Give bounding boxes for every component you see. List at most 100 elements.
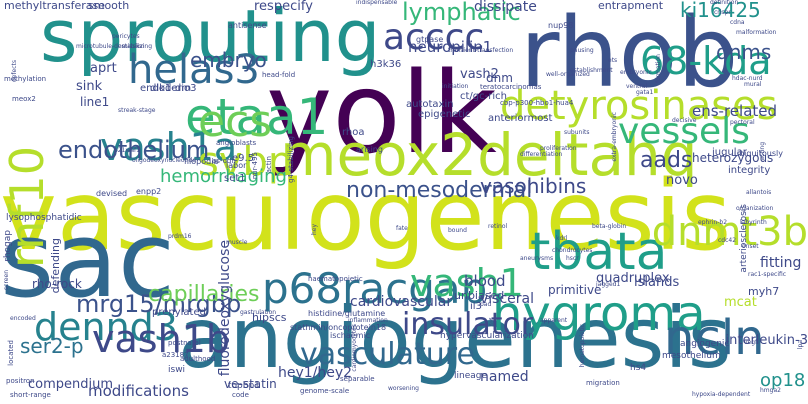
word-ens-related: ens-related: [692, 102, 778, 120]
word-hypervascularization: hypervascularization: [440, 331, 534, 341]
word-meox2deltahq: meox2deltahq: [280, 121, 698, 189]
word-indispensable: indispensable: [356, 0, 398, 6]
word-initiation: initiation: [442, 83, 469, 90]
word-anteriormost: anteriormost: [488, 113, 553, 124]
word-yolk: yolk: [266, 49, 497, 179]
word-e9-5: e9.5: [232, 153, 255, 164]
word-cardiovascular: cardiovascular: [350, 294, 453, 310]
word-microtubule-destabilizing: microtubule-destabilizing: [76, 43, 152, 50]
word-oligodeoxynucleotide: oligodeoxynucleotide: [132, 157, 197, 164]
word-lpa: lpa: [797, 340, 804, 350]
word-retinol: retinol: [488, 223, 508, 230]
word-jagged1: jagged1: [596, 281, 621, 288]
word-ki16425: ki16425: [680, 0, 761, 22]
word-heterozygous: heterozygous: [692, 151, 774, 165]
word-hey: hey: [311, 224, 318, 236]
word-genome-scale: genome-scale: [300, 387, 350, 395]
word-compendium: compendium: [28, 377, 114, 392]
word-jugular: jugular: [712, 147, 747, 158]
word-vash1b: vash1b: [92, 317, 230, 361]
word-visceral: visceral: [480, 291, 535, 307]
word-establishment: establishment: [570, 67, 613, 74]
word-neuropilin1: neuropilin1: [408, 38, 493, 56]
word-kdrl: kdrl: [556, 235, 568, 242]
word-vash1: vash1: [410, 261, 524, 305]
word-aneurysms: aneurysms: [520, 255, 554, 262]
word-devised: devised: [96, 189, 128, 198]
word-g4-stabilizing: g4-stabilizing: [287, 136, 295, 183]
word-ser2-p: ser2-p: [20, 334, 84, 358]
word-apparent: apparent: [540, 317, 568, 324]
word-tbata: tbata: [530, 222, 668, 282]
word-epigenetic: epigenetic: [418, 109, 471, 120]
word-vash1a: vash1a: [100, 125, 238, 169]
word-p68racgap: p68racgap: [262, 264, 488, 313]
word-teratocarcinomas: teratocarcinomas: [480, 83, 542, 91]
word-lineage: lineage: [454, 371, 488, 381]
word-angiogenesis: angiogenesis: [178, 289, 732, 387]
word-set1: set1: [224, 173, 246, 184]
word-vasculature: vasculature: [300, 337, 475, 372]
word-organization: organization: [736, 205, 774, 212]
word-embryonic: embryonic: [620, 69, 652, 76]
word-crispr: crispr: [714, 9, 731, 16]
word-allantois: allantois: [746, 189, 772, 196]
word-meox2: meox2: [12, 95, 36, 103]
word-islands: islands: [634, 275, 680, 290]
word-detyrosinases: detyrosinases: [500, 83, 778, 129]
word-pad: pad: [480, 301, 492, 308]
word-rho-rock: rho-rock: [32, 277, 82, 291]
word-novo: novo: [666, 173, 698, 188]
word-methyltransferase: methyltransferase: [4, 0, 106, 12]
word-well-organized: well-organized: [546, 71, 590, 78]
word-labyrinth: labyrinth: [740, 219, 767, 226]
word-embryo: embryo: [190, 48, 267, 72]
word-mesothelium: mesothelium: [662, 351, 721, 361]
word-ischaemic: ischaemic: [330, 331, 371, 340]
word-modifications: modifications: [88, 382, 189, 400]
word-hdac-nurd: hdac-nurd: [732, 75, 763, 82]
word-chondrocytes: chondrocytes: [552, 247, 593, 254]
word-hematopoietic: hematopoietic: [579, 324, 586, 368]
word-haematopoietic: haematopoietic: [308, 275, 363, 283]
word-endothelium: endothelium: [58, 136, 210, 164]
word-hscr: hscr: [566, 255, 579, 262]
word-helas3: helas3: [128, 47, 260, 93]
word-short-range: short-range: [10, 391, 51, 399]
word-68-kda: 68-kda: [640, 39, 772, 83]
word-located: located: [7, 340, 15, 366]
word-ecs: ecs: [198, 96, 273, 147]
word-pericytes: pericytes: [112, 33, 140, 40]
word-labor: labor: [226, 161, 247, 170]
word-smooth: smooth: [88, 0, 130, 12]
word-separable: separable: [340, 375, 375, 383]
word-ct-gc-rich: ct/gc-rich: [460, 91, 507, 102]
word-adulthood: adulthood: [180, 355, 216, 363]
word-p21waf1: p21waf1: [114, 147, 140, 154]
word-angiogenic: angiogenic: [680, 339, 730, 349]
word-ephrin-b2: ephrin-b2: [698, 219, 728, 226]
word-differentiation: differentiation: [520, 151, 563, 158]
word-nup98: nup98: [548, 21, 574, 30]
word-dnm: dnm: [486, 71, 513, 85]
word-non-mesodermal: non-mesodermal: [346, 178, 533, 203]
word-blood: blood: [464, 272, 506, 290]
word-subunits: subunits: [564, 129, 590, 136]
word-vasculogenesis: vasculogenesis: [0, 160, 732, 272]
word-transient-transfection: transient-transfection: [448, 47, 514, 54]
word-aprt: aprt: [90, 61, 117, 76]
word-vessels: vessels: [618, 111, 750, 152]
word-angioblasts: angioblasts: [216, 139, 257, 147]
word-stathmin-oncoprotein18: stathmin/oncoprotein18: [290, 323, 387, 332]
word-dnms: dnms: [716, 40, 772, 64]
word-rhoa: rhoa: [342, 127, 365, 138]
word-prenylated: prenylated: [152, 307, 206, 318]
word-prdm16: prdm16: [168, 233, 192, 240]
word-ets: ets: [608, 57, 618, 64]
word-dlk1-dio3: dlk1-dio3: [150, 83, 197, 94]
word-arising: arising: [356, 145, 383, 154]
word-mcat: mcat: [724, 295, 757, 310]
word-sprouting: sprouting: [40, 0, 381, 78]
word-antisense: antisense: [228, 21, 267, 30]
word-ubiquitously: ubiquitously: [734, 149, 783, 158]
